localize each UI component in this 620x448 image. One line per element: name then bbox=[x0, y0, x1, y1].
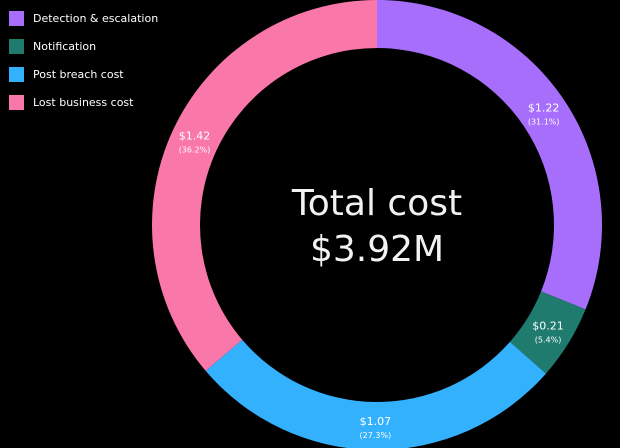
legend-item-detection-escalation: Detection & escalation bbox=[9, 9, 158, 28]
legend-label: Detection & escalation bbox=[33, 12, 159, 25]
legend-label: Lost business cost bbox=[33, 96, 134, 109]
donut-slice-labels: $1.22 (31.1%) $0.21 (5.4%) $1.07 (27.3%) $1.42… bbox=[179, 102, 564, 440]
center-title: Total cost bbox=[291, 183, 462, 224]
slice-value-label: $1.07 bbox=[360, 415, 392, 428]
legend-item-notification: Notification bbox=[9, 37, 158, 56]
slice-percent-label: (36.2%) bbox=[179, 146, 211, 155]
donut-slices bbox=[152, 0, 602, 448]
slice-value-label: $0.21 bbox=[532, 320, 564, 333]
donut-slice-detection-escalation bbox=[377, 0, 602, 310]
slice-percent-label: (27.3%) bbox=[360, 431, 392, 440]
slice-percent-label: (5.4%) bbox=[535, 336, 562, 345]
legend-swatch bbox=[9, 39, 24, 54]
legend-item-post-breach-cost: Post breach cost bbox=[9, 65, 158, 84]
donut-slice-lost-business-cost bbox=[152, 0, 377, 371]
legend: Detection & escalation Notification Post… bbox=[9, 9, 158, 121]
slice-value-label: $1.22 bbox=[528, 102, 560, 115]
center-value: $3.92M bbox=[310, 229, 444, 270]
donut-slice-post-breach-cost bbox=[205, 339, 546, 448]
donut-slice-notification bbox=[509, 291, 586, 374]
legend-swatch bbox=[9, 67, 24, 82]
legend-label: Post breach cost bbox=[33, 68, 124, 81]
legend-label: Notification bbox=[33, 40, 97, 53]
slice-percent-label: (31.1%) bbox=[528, 118, 560, 127]
legend-swatch bbox=[9, 95, 24, 110]
slice-value-label: $1.42 bbox=[179, 130, 211, 143]
legend-swatch bbox=[9, 11, 24, 26]
legend-item-lost-business-cost: Lost business cost bbox=[9, 93, 158, 112]
